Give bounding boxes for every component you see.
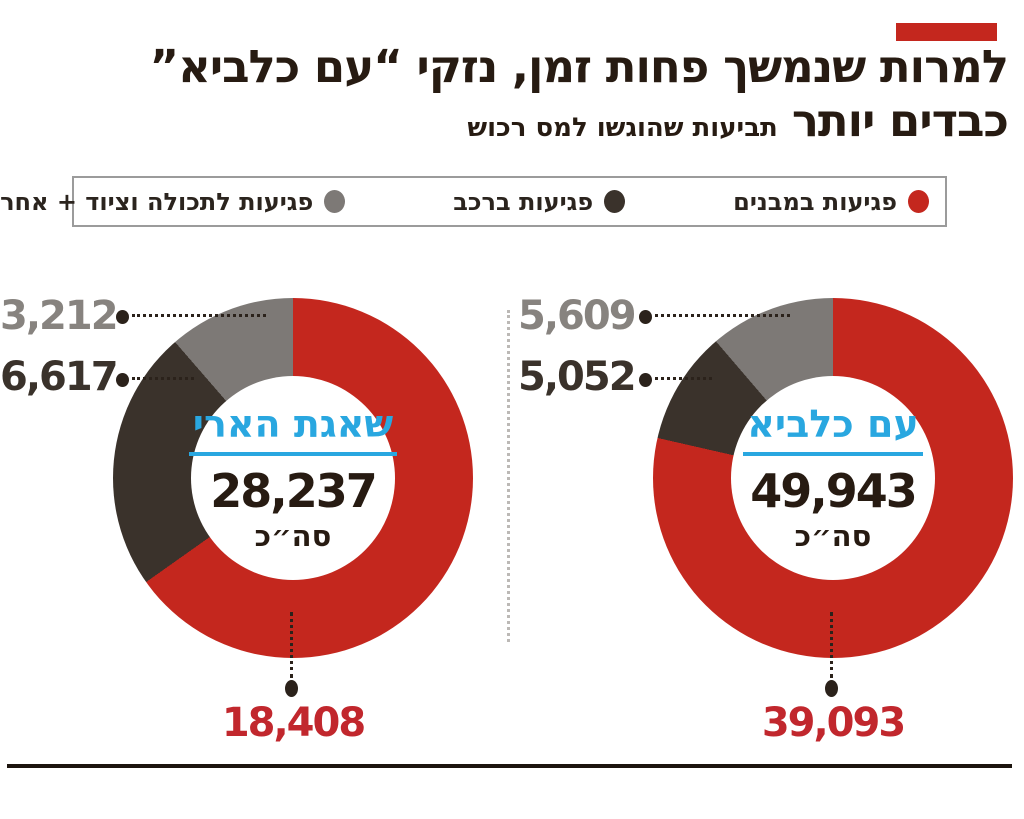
title-subtitle: תביעות שהוגשו למס רכוש	[467, 113, 778, 143]
leader-line	[655, 377, 712, 380]
infographic-title-line2: כבדים יותר תביעות שהוגשו למס רכוש	[467, 94, 1009, 147]
leader-line	[290, 612, 293, 678]
donut-chart-shagat-haari: שאגת הארי 28,237 סה״כ	[113, 298, 473, 658]
charts-divider	[507, 310, 510, 642]
leader-line	[655, 314, 790, 317]
leader-dot	[116, 373, 129, 387]
accent-bar	[896, 23, 997, 41]
infographic-title-line1: למרות שנמשך פחות זמן, נזקי “עם כלביא”	[149, 40, 1009, 93]
leader-dot	[285, 680, 298, 697]
chart-total-suffix: סה״כ	[794, 519, 872, 553]
legend-item-vehicles: פגיעות ברכב	[453, 187, 626, 216]
value-label-buildings-right: 39,093	[761, 700, 906, 746]
legend-label-contents: פגיעות לתכולה וציוד + אחר	[0, 187, 314, 216]
donut-center-labels: שאגת הארי 28,237 סה״כ	[113, 298, 473, 658]
bottom-divider	[7, 764, 1012, 768]
donut-center-labels: עם כלביא 49,943 סה״כ	[653, 298, 1013, 658]
value-label-vehicles-left: 6,617	[0, 354, 119, 400]
title-emphasis: כבדים יותר	[791, 94, 1009, 147]
chart-title-am-kelavi: עם כלביא	[743, 405, 923, 456]
value-label-buildings-left: 18,408	[221, 700, 366, 746]
leader-dot	[116, 310, 129, 324]
value-label-contents-left: 3,212	[0, 293, 119, 339]
donut-hole	[731, 376, 935, 580]
chart-title-shagat-haari: שאגת הארי	[188, 405, 398, 456]
legend-dot-contents-icon	[324, 190, 346, 213]
chart-total-suffix: סה״כ	[254, 519, 332, 553]
donut-chart-am-kelavi: עם כלביא 49,943 סה״כ	[653, 298, 1013, 658]
leader-line	[830, 612, 833, 678]
legend-item-contents-equipment: פגיעות לתכולה וציוד + אחר	[0, 187, 346, 216]
donut-hole	[191, 376, 395, 580]
legend-dot-vehicles-icon	[604, 190, 626, 213]
chart-total-value: 28,237	[210, 464, 378, 518]
value-label-vehicles-right: 5,052	[518, 354, 637, 400]
leader-dot	[825, 680, 838, 697]
legend-label-buildings: פגיעות במבנים	[733, 187, 897, 216]
chart-total-value: 49,943	[750, 464, 918, 518]
legend-label-vehicles: פגיעות ברכב	[453, 187, 594, 216]
legend-item-buildings: פגיעות במבנים	[733, 188, 929, 216]
legend-dot-buildings-icon	[908, 190, 929, 213]
leader-line	[132, 314, 266, 317]
legend: פגיעות במבנים פגיעות ברכב פגיעות לתכולה …	[0, 176, 947, 227]
leader-line	[132, 377, 194, 380]
leader-dot	[639, 373, 652, 387]
leader-dot	[639, 310, 652, 324]
value-label-contents-right: 5,609	[518, 293, 637, 339]
